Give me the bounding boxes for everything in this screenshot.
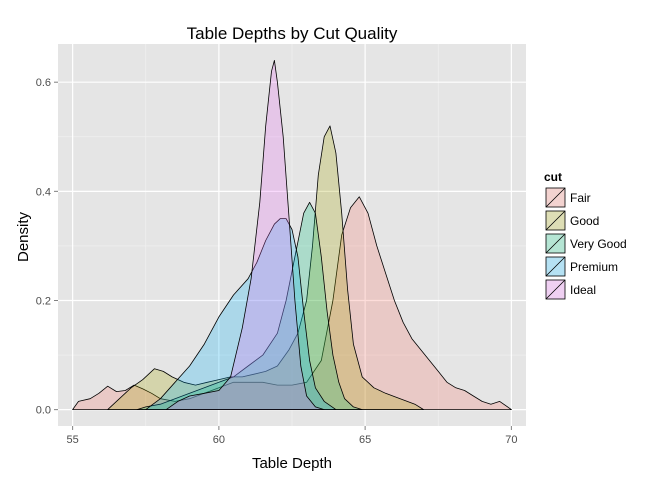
density-area-premium [145, 218, 337, 410]
x-axis-title: Table Depth [252, 455, 332, 472]
y-tick-label: 0.0 [36, 405, 51, 417]
legend-swatch-diagonal [545, 210, 566, 231]
x-tick-label: 60 [213, 434, 225, 446]
legend-swatch-diagonal [545, 233, 566, 254]
y-tick-label: 0.4 [36, 186, 51, 198]
y-tick-label: 0.6 [36, 77, 51, 89]
legend-swatch-diagonal [545, 187, 566, 208]
density-area-good [107, 125, 424, 410]
legend-title: cut [544, 170, 562, 184]
legend-swatch-diagonal [545, 256, 566, 277]
density-areas [72, 60, 512, 410]
legend-label-ideal: Ideal [570, 283, 596, 297]
legend-label-premium: Premium [570, 260, 618, 274]
chart-title: Table Depths by Cut Quality [187, 24, 398, 43]
x-axis-ticks: 55 60 65 70 [67, 426, 518, 446]
legend-label-good: Good [570, 214, 599, 228]
y-axis-ticks: 0.0 0.2 0.4 0.6 [36, 77, 58, 417]
density-area-very-good [136, 201, 363, 410]
y-tick-label: 0.2 [36, 295, 51, 307]
y-axis-title: Density [15, 211, 32, 262]
x-tick-label: 70 [505, 434, 517, 446]
legend-label-fair: Fair [570, 191, 591, 205]
legend-label-very-good: Very Good [570, 237, 627, 251]
density-area-ideal [165, 60, 325, 410]
x-tick-label: 65 [359, 434, 371, 446]
density-area-fair [72, 196, 512, 410]
legend: cut Fair Good Very Good Premium Ideal [544, 170, 627, 301]
legend-swatch-diagonal [545, 279, 566, 300]
x-tick-label: 55 [67, 434, 79, 446]
